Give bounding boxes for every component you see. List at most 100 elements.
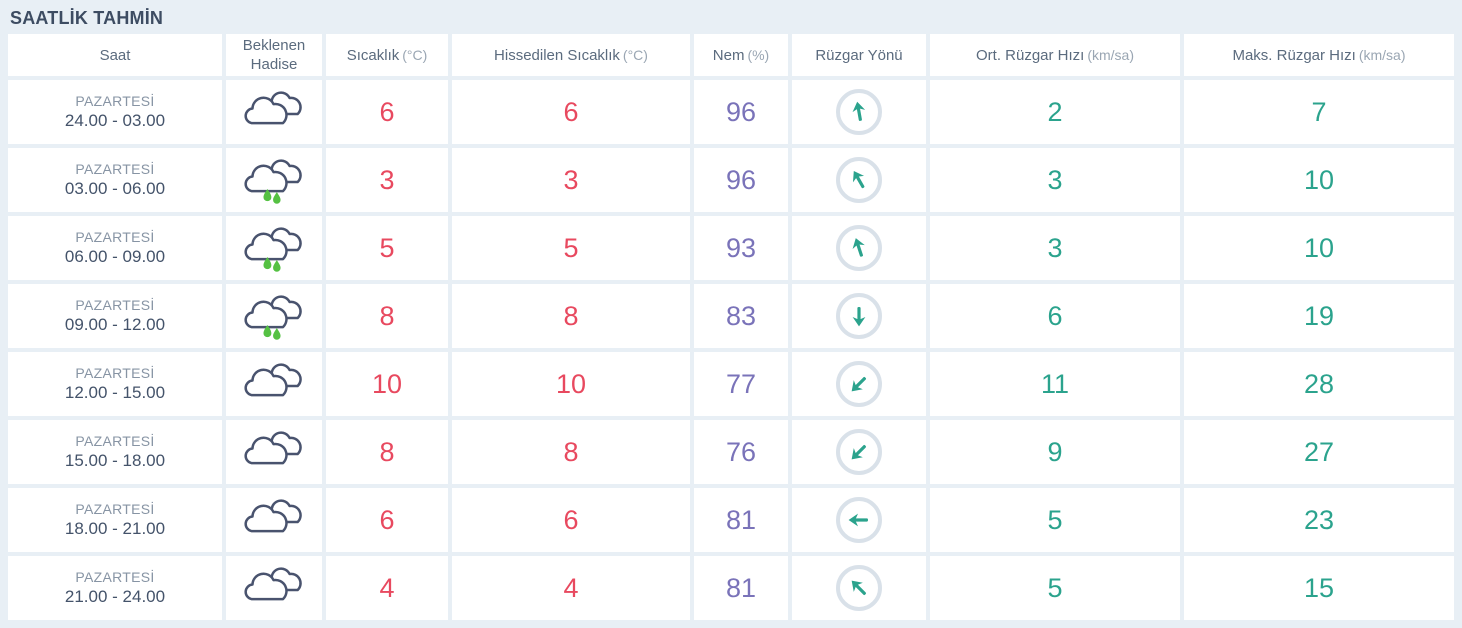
wind-direction-cell <box>792 420 926 484</box>
wind-arrow-icon <box>852 307 866 327</box>
column-header-label: Hissedilen Sıcaklık <box>494 46 620 64</box>
avg-wind-value: 6 <box>930 284 1180 348</box>
time-cell: PAZARTESİ 24.00 - 03.00 <box>8 80 222 144</box>
clouds-icon <box>241 89 307 136</box>
avg-wind-value: 5 <box>930 556 1180 620</box>
wind-direction-indicator <box>836 361 882 407</box>
column-header-label: Ort. Rüzgar Hızı <box>975 46 1085 64</box>
max-wind-value: 27 <box>1184 420 1454 484</box>
feels-like-value: 5 <box>452 216 690 280</box>
condition-cell <box>226 420 322 484</box>
humidity-value: 96 <box>694 80 788 144</box>
feels-like-value: 10 <box>452 352 690 416</box>
column-header-saat: Saat <box>8 34 222 76</box>
column-header-label: Saat <box>99 46 131 64</box>
column-header-unit: (°C) <box>622 46 648 63</box>
forecast-row: PAZARTESİ 03.00 - 06.00 3 3 96 <box>8 148 1454 212</box>
temperature-value: 10 <box>326 352 448 416</box>
time-range: 12.00 - 15.00 <box>64 383 166 402</box>
wind-arrow-icon <box>852 170 865 189</box>
wind-direction-cell <box>792 488 926 552</box>
cloud-shapes <box>246 364 301 394</box>
column-header-ort-ruzgar-hizi: Ort. Rüzgar Hızı (km/sa) <box>930 34 1180 76</box>
day-label: PAZARTESİ <box>75 569 155 585</box>
max-wind-value: 10 <box>1184 216 1454 280</box>
column-header-label: Nem <box>712 46 745 64</box>
humidity-value: 93 <box>694 216 788 280</box>
time-cell: PAZARTESİ 15.00 - 18.00 <box>8 420 222 484</box>
condition-cell <box>226 216 322 280</box>
column-header-unit: (°C) <box>402 46 428 63</box>
max-wind-value: 7 <box>1184 80 1454 144</box>
avg-wind-value: 3 <box>930 148 1180 212</box>
cloud-shapes <box>246 228 301 258</box>
wind-direction-cell <box>792 352 926 416</box>
forecast-row: PAZARTESİ 06.00 - 09.00 5 5 93 <box>8 216 1454 280</box>
wind-direction-indicator <box>836 157 882 203</box>
condition-cell <box>226 352 322 416</box>
clouds-icon <box>241 497 307 544</box>
column-header-unit: (km/sa) <box>1358 46 1406 63</box>
humidity-value: 83 <box>694 284 788 348</box>
forecast-row: PAZARTESİ 15.00 - 18.00 8 8 76 <box>8 420 1454 484</box>
wind-arrow-icon <box>851 377 866 392</box>
cloud-shapes <box>246 160 301 190</box>
column-header-label: Rüzgar Yönü <box>815 46 903 64</box>
humidity-value: 96 <box>694 148 788 212</box>
time-cell: PAZARTESİ 09.00 - 12.00 <box>8 284 222 348</box>
day-label: PAZARTESİ <box>75 93 155 109</box>
day-label: PAZARTESİ <box>75 229 155 245</box>
condition-cell <box>226 488 322 552</box>
rain-clouds-icon <box>241 225 307 272</box>
humidity-value: 77 <box>694 352 788 416</box>
page-title: SAATLİK TAHMİN <box>10 8 164 28</box>
temperature-value: 8 <box>326 284 448 348</box>
wind-direction-indicator <box>836 293 882 339</box>
condition-cell <box>226 556 322 620</box>
time-cell: PAZARTESİ 03.00 - 06.00 <box>8 148 222 212</box>
day-label: PAZARTESİ <box>75 161 155 177</box>
max-wind-value: 19 <box>1184 284 1454 348</box>
clouds-icon <box>241 565 307 612</box>
wind-direction-indicator <box>836 565 882 611</box>
clouds-icon <box>241 361 307 408</box>
temperature-value: 3 <box>326 148 448 212</box>
time-range: 21.00 - 24.00 <box>64 587 166 606</box>
wind-direction-cell <box>792 148 926 212</box>
condition-cell <box>226 148 322 212</box>
time-range: 09.00 - 12.00 <box>64 315 166 334</box>
wind-direction-indicator <box>836 429 882 475</box>
column-header-unit: (%) <box>747 46 770 63</box>
wind-direction-cell <box>792 80 926 144</box>
rain-drops <box>263 256 281 272</box>
humidity-value: 81 <box>694 488 788 552</box>
wind-arrow-icon <box>852 238 865 257</box>
temperature-value: 6 <box>326 488 448 552</box>
forecast-row: PAZARTESİ 09.00 - 12.00 8 8 83 <box>8 284 1454 348</box>
column-header-label: Beklenen Hadise <box>242 36 306 73</box>
max-wind-value: 10 <box>1184 148 1454 212</box>
forecast-row: PAZARTESİ 24.00 - 03.00 6 6 96 <box>8 80 1454 144</box>
column-header-beklenen-hadise: Beklenen Hadise <box>226 34 322 76</box>
temperature-value: 8 <box>326 420 448 484</box>
rain-clouds-icon <box>241 293 307 340</box>
wind-arrow-icon <box>848 513 868 527</box>
wind-direction-cell <box>792 216 926 280</box>
feels-like-value: 6 <box>452 488 690 552</box>
wind-direction-indicator <box>836 225 882 271</box>
feels-like-value: 4 <box>452 556 690 620</box>
temperature-value: 5 <box>326 216 448 280</box>
humidity-value: 76 <box>694 420 788 484</box>
avg-wind-value: 9 <box>930 420 1180 484</box>
wind-arrow-icon <box>851 445 866 460</box>
max-wind-value: 23 <box>1184 488 1454 552</box>
column-header-nem: Nem (%) <box>694 34 788 76</box>
column-header-hissedilen-sicaklik: Hissedilen Sıcaklık (°C) <box>452 34 690 76</box>
humidity-value: 81 <box>694 556 788 620</box>
time-range: 24.00 - 03.00 <box>64 111 166 130</box>
forecast-row: PAZARTESİ 21.00 - 24.00 4 4 81 <box>8 556 1454 620</box>
table-header-row: Saat Beklenen Hadise Sıcaklık (°C) Hissedile… <box>8 34 1454 76</box>
column-header-label: Sıcaklık <box>346 46 400 64</box>
cloud-shapes <box>246 296 301 326</box>
